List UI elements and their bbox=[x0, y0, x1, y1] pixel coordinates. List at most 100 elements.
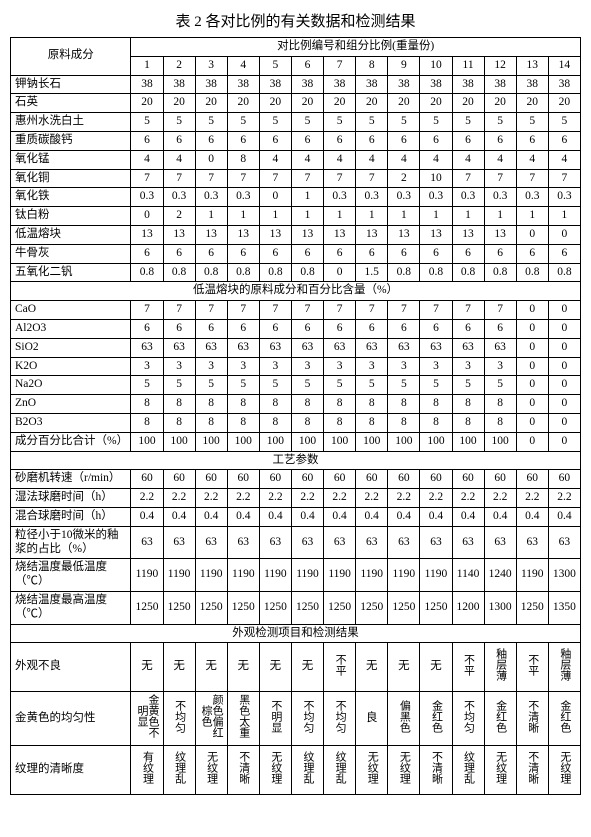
data-cell: 无 bbox=[227, 643, 259, 692]
data-cell: 38 bbox=[291, 75, 323, 94]
data-cell: 0.4 bbox=[291, 507, 323, 526]
data-cell: 63 bbox=[548, 526, 580, 559]
data-cell: 5 bbox=[484, 113, 516, 132]
data-cell: 1300 bbox=[548, 559, 580, 592]
data-cell: 63 bbox=[356, 338, 388, 357]
data-cell: 3 bbox=[163, 357, 195, 376]
data-cell: 63 bbox=[227, 338, 259, 357]
data-cell: 3 bbox=[484, 357, 516, 376]
data-cell: 0 bbox=[516, 413, 548, 432]
data-cell: 6 bbox=[356, 131, 388, 150]
data-cell: 6 bbox=[324, 319, 356, 338]
data-cell: 5 bbox=[291, 113, 323, 132]
data-cell: 60 bbox=[259, 470, 291, 489]
row-label: 钾钠长石 bbox=[11, 75, 131, 94]
data-cell: 0.8 bbox=[548, 263, 580, 282]
data-cell: 8 bbox=[388, 413, 420, 432]
data-cell: 0.3 bbox=[484, 188, 516, 207]
data-cell: 4 bbox=[388, 150, 420, 169]
data-cell: 5 bbox=[484, 376, 516, 395]
data-cell: 1250 bbox=[356, 591, 388, 624]
data-cell: 13 bbox=[356, 225, 388, 244]
col-header: 4 bbox=[227, 56, 259, 75]
data-cell: 0.3 bbox=[324, 188, 356, 207]
data-cell: 0.4 bbox=[227, 507, 259, 526]
data-cell: 6 bbox=[548, 244, 580, 263]
data-cell: 无纹理 bbox=[388, 746, 420, 795]
data-cell: 0 bbox=[548, 301, 580, 320]
data-cell: 0 bbox=[516, 319, 548, 338]
data-cell: 8 bbox=[227, 150, 259, 169]
data-cell: 63 bbox=[420, 526, 452, 559]
col-header: 14 bbox=[548, 56, 580, 75]
data-cell: 无 bbox=[291, 643, 323, 692]
data-cell: 60 bbox=[131, 470, 163, 489]
row-label: 外观不良 bbox=[11, 643, 131, 692]
data-cell: 63 bbox=[163, 526, 195, 559]
row-label: 钛白粉 bbox=[11, 207, 131, 226]
data-cell: 6 bbox=[356, 244, 388, 263]
col-header: 6 bbox=[291, 56, 323, 75]
data-cell: 7 bbox=[484, 169, 516, 188]
data-cell: 8 bbox=[388, 395, 420, 414]
row-label: CaO bbox=[11, 301, 131, 320]
data-cell: 5 bbox=[195, 376, 227, 395]
data-cell: 1190 bbox=[131, 559, 163, 592]
data-cell: 38 bbox=[227, 75, 259, 94]
data-cell: 8 bbox=[420, 413, 452, 432]
data-cell: 5 bbox=[548, 113, 580, 132]
data-cell: 0.3 bbox=[548, 188, 580, 207]
data-cell: 2.2 bbox=[484, 489, 516, 508]
data-cell: 4 bbox=[324, 150, 356, 169]
data-cell: 0.4 bbox=[420, 507, 452, 526]
data-cell: 6 bbox=[227, 131, 259, 150]
data-cell: 6 bbox=[356, 319, 388, 338]
data-cell: 2.2 bbox=[516, 489, 548, 508]
data-cell: 60 bbox=[324, 470, 356, 489]
data-cell: 100 bbox=[227, 432, 259, 451]
data-cell: 2.2 bbox=[356, 489, 388, 508]
data-cell: 6 bbox=[420, 131, 452, 150]
row-label: K2O bbox=[11, 357, 131, 376]
data-cell: 13 bbox=[420, 225, 452, 244]
data-cell: 8 bbox=[484, 413, 516, 432]
data-cell: 6 bbox=[227, 244, 259, 263]
data-cell: 4 bbox=[291, 150, 323, 169]
data-cell: 无纹理 bbox=[195, 746, 227, 795]
data-cell: 13 bbox=[452, 225, 484, 244]
data-cell: 7 bbox=[163, 169, 195, 188]
data-cell: 6 bbox=[163, 131, 195, 150]
data-cell: 8 bbox=[163, 395, 195, 414]
data-cell: 3 bbox=[259, 357, 291, 376]
data-cell: 0.4 bbox=[516, 507, 548, 526]
data-cell: 6 bbox=[388, 319, 420, 338]
data-cell: 20 bbox=[195, 94, 227, 113]
data-cell: 6 bbox=[452, 131, 484, 150]
row-label: 成分百分比合计（%） bbox=[11, 432, 131, 451]
data-cell: 1 bbox=[548, 207, 580, 226]
data-cell: 38 bbox=[259, 75, 291, 94]
data-cell: 釉层薄 bbox=[548, 643, 580, 692]
data-cell: 3 bbox=[452, 357, 484, 376]
data-cell: 0 bbox=[131, 207, 163, 226]
row-label: 重质碳酸钙 bbox=[11, 131, 131, 150]
data-cell: 6 bbox=[163, 319, 195, 338]
row-label: 牛骨灰 bbox=[11, 244, 131, 263]
data-cell: 1190 bbox=[356, 559, 388, 592]
data-cell: 100 bbox=[291, 432, 323, 451]
data-cell: 6 bbox=[195, 244, 227, 263]
data-cell: 7 bbox=[420, 301, 452, 320]
data-cell: 6 bbox=[131, 244, 163, 263]
data-cell: 13 bbox=[259, 225, 291, 244]
data-cell: 0 bbox=[516, 225, 548, 244]
data-cell: 63 bbox=[452, 526, 484, 559]
data-cell: 1 bbox=[388, 207, 420, 226]
data-cell: 13 bbox=[484, 225, 516, 244]
data-cell: 4 bbox=[548, 150, 580, 169]
data-cell: 38 bbox=[452, 75, 484, 94]
row-label: SiO2 bbox=[11, 338, 131, 357]
data-cell: 6 bbox=[131, 319, 163, 338]
data-cell: 8 bbox=[227, 395, 259, 414]
data-cell: 100 bbox=[195, 432, 227, 451]
data-cell: 63 bbox=[484, 526, 516, 559]
